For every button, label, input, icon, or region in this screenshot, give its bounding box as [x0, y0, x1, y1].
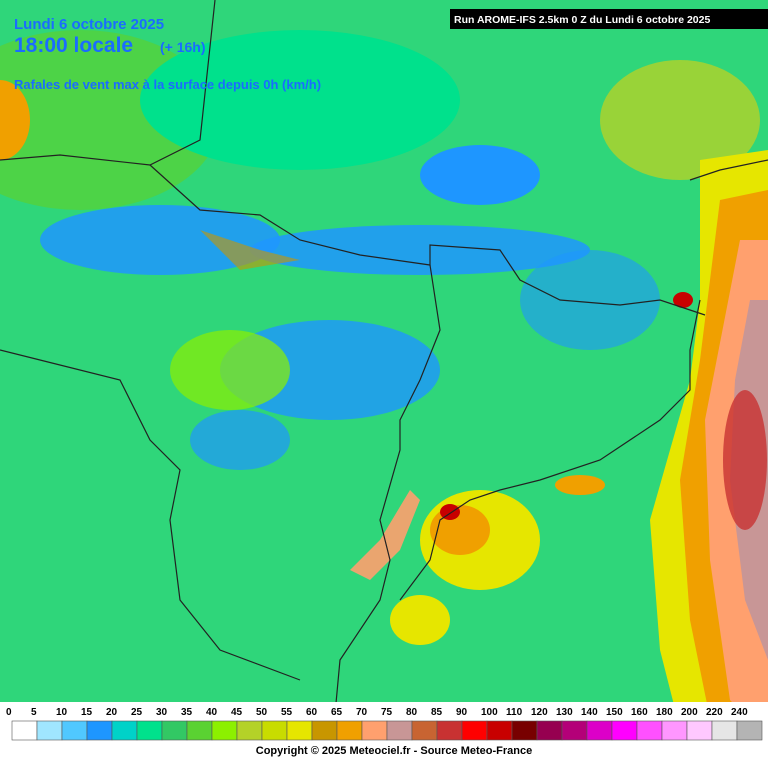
- legend-label: 90: [456, 707, 468, 718]
- legend-swatch: [711, 720, 738, 741]
- legend-swatch: [336, 720, 363, 741]
- legend-swatch: [411, 720, 438, 741]
- legend-swatch: [561, 720, 588, 741]
- legend-label: 15: [81, 707, 93, 718]
- legend-label: 5: [31, 707, 37, 718]
- legend-label: 85: [431, 707, 443, 718]
- legend-label: 55: [281, 707, 293, 718]
- legend-label: 75: [381, 707, 393, 718]
- legend-swatch: [161, 720, 188, 741]
- legend-label: 65: [331, 707, 343, 718]
- legend-label: 120: [531, 707, 548, 718]
- legend-swatch: [236, 720, 263, 741]
- run-box: [450, 9, 768, 29]
- legend-swatch: [361, 720, 388, 741]
- legend-swatch: [11, 720, 38, 741]
- legend-label: 220: [706, 707, 723, 718]
- legend-swatch: [486, 720, 513, 741]
- legend-swatch: [511, 720, 538, 741]
- legend-label: 200: [681, 707, 698, 718]
- legend-label: 60: [306, 707, 318, 718]
- legend-swatch: [386, 720, 413, 741]
- legend-swatch: [36, 720, 63, 741]
- legend-label: 80: [406, 707, 418, 718]
- legend-swatch: [586, 720, 613, 741]
- legend-swatch: [136, 720, 163, 741]
- legend-swatch: [186, 720, 213, 741]
- run-info: Run AROME-IFS 2.5km 0 Z du Lundi 6 octob…: [454, 14, 710, 26]
- legend-label: 50: [256, 707, 268, 718]
- legend-label: 160: [631, 707, 648, 718]
- legend-label: 140: [581, 707, 598, 718]
- subtitle: Rafales de vent max à la surface depuis …: [14, 77, 321, 92]
- legend-swatch: [286, 720, 313, 741]
- legend-label: 130: [556, 707, 573, 718]
- legend-label: 0: [6, 707, 12, 718]
- legend-swatch: [311, 720, 338, 741]
- legend-label: 240: [731, 707, 748, 718]
- legend-swatch: [611, 720, 638, 741]
- legend-label: 45: [231, 707, 243, 718]
- legend-swatch: [536, 720, 563, 741]
- legend-label: 10: [56, 707, 68, 718]
- legend-label: 40: [206, 707, 218, 718]
- legend-label: 70: [356, 707, 368, 718]
- legend-swatch: [261, 720, 288, 741]
- time: 18:00 locale: [14, 34, 133, 57]
- legend-swatch: [661, 720, 688, 741]
- wind-field: [0, 30, 768, 768]
- legend-swatch: [86, 720, 113, 741]
- legend-swatch: [461, 720, 488, 741]
- legend-swatch: [686, 720, 713, 741]
- legend-label: 35: [181, 707, 193, 718]
- date: Lundi 6 octobre 2025: [14, 16, 164, 33]
- legend-label: 110: [506, 707, 523, 718]
- legend-label: 100: [481, 707, 498, 718]
- legend-swatch: [211, 720, 238, 741]
- legend-label: 150: [606, 707, 623, 718]
- lead-time: (+ 16h): [160, 39, 206, 55]
- legend-swatch: [636, 720, 663, 741]
- legend-swatch: [61, 720, 88, 741]
- legend-label: 30: [156, 707, 168, 718]
- legend-swatch: [111, 720, 138, 741]
- copyright: Copyright © 2025 Meteociel.fr - Source M…: [256, 745, 532, 757]
- legend-label: 25: [131, 707, 143, 718]
- legend-label: 20: [106, 707, 118, 718]
- legend-swatch: [436, 720, 463, 741]
- legend-label: 180: [656, 707, 673, 718]
- legend-swatch: [736, 720, 763, 741]
